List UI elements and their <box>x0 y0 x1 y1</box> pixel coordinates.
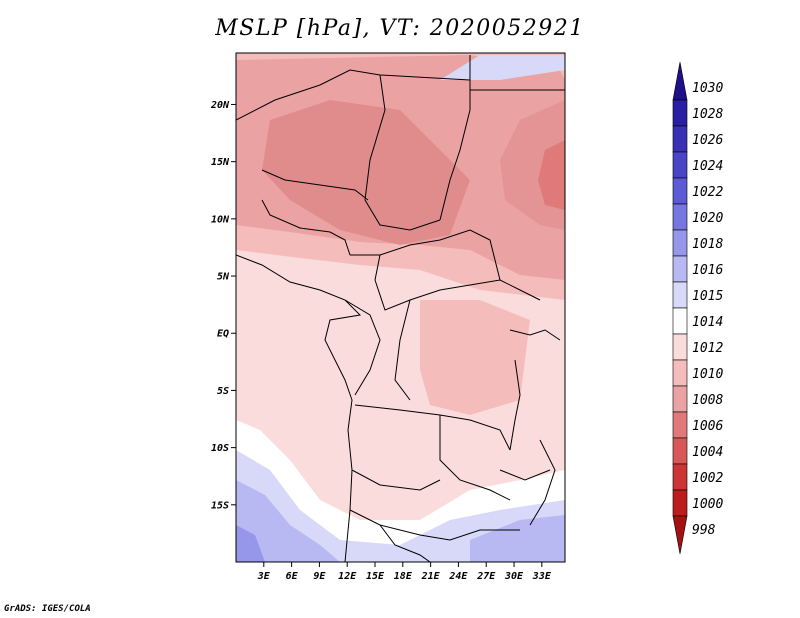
colorbar-label: 1008 <box>692 393 723 408</box>
lon-tick-label: 6E <box>286 571 299 582</box>
colorbar-swatch <box>672 359 688 387</box>
grads-credit: GrADS: IGES/COLA <box>4 604 91 614</box>
colorbar-swatch <box>672 281 688 309</box>
colorbar-swatch <box>672 151 688 179</box>
longitude-axis: 3E 6E 9E 12E 15E 18E 21E 24E 27E 30E 33E <box>257 562 552 582</box>
colorbar-swatch <box>672 255 688 283</box>
latitude-axis: 20N 15N 10N 5N EQ 5S 10S 15S <box>210 100 236 511</box>
colorbar-swatch <box>672 61 688 101</box>
colorbar-label: 1006 <box>692 419 723 434</box>
colorbar-swatch <box>672 463 688 491</box>
lon-tick-label: 9E <box>313 571 326 582</box>
lat-tick-label: 10S <box>211 443 229 454</box>
colorbar-label: 1030 <box>692 81 723 96</box>
map-frame <box>235 52 566 563</box>
colorbar-label: 1018 <box>692 237 723 252</box>
colorbar-swatch <box>672 385 688 413</box>
lon-tick-label: 30E <box>504 571 524 582</box>
lon-tick-label: 33E <box>532 571 552 582</box>
pressure-field <box>236 53 565 562</box>
colorbar-swatch <box>672 411 688 439</box>
lon-tick-label: 12E <box>338 571 357 582</box>
lon-tick-label: 3E <box>257 571 271 582</box>
colorbar-swatch <box>672 99 688 127</box>
colorbar-label: 1026 <box>692 133 723 148</box>
colorbar-swatch <box>672 203 688 231</box>
colorbar-label: 1002 <box>692 471 723 486</box>
colorbar-swatch <box>672 489 688 517</box>
colorbar-swatch <box>672 333 688 361</box>
lon-tick-label: 21E <box>421 571 441 582</box>
colorbar-label: 1012 <box>692 341 723 356</box>
lon-tick-label: 24E <box>448 571 468 582</box>
lat-tick-label: 15S <box>211 500 229 511</box>
colorbar-label: 1020 <box>692 211 723 226</box>
colorbar: 1030 1028 1026 1024 1022 1020 1018 1016 1015 1014… <box>672 61 723 555</box>
lat-tick-label: 15N <box>211 157 230 168</box>
colorbar-label: 1015 <box>692 289 723 304</box>
colorbar-label: 1010 <box>692 367 723 382</box>
colorbar-label: 998 <box>692 523 716 538</box>
colorbar-swatch <box>672 515 688 555</box>
colorbar-swatch <box>672 125 688 153</box>
colorbar-swatch <box>672 307 688 335</box>
country-borders <box>236 55 565 562</box>
lon-tick-label: 18E <box>394 571 413 582</box>
colorbar-label: 1016 <box>692 263 723 278</box>
colorbar-swatch <box>672 229 688 257</box>
lon-tick-label: 15E <box>366 571 385 582</box>
colorbar-label: 1000 <box>692 497 723 512</box>
lat-tick-label: 5N <box>217 272 230 283</box>
colorbar-swatch <box>672 437 688 465</box>
colorbar-label: 1028 <box>692 107 723 122</box>
lon-tick-label: 27E <box>476 571 496 582</box>
colorbar-swatch <box>672 177 688 205</box>
lat-tick-label: 10N <box>211 214 230 225</box>
colorbar-label: 1022 <box>692 185 723 200</box>
map-title: MSLP [hPa], VT: 2020052921 <box>215 16 585 41</box>
colorbar-label: 1014 <box>692 315 723 330</box>
lat-tick-label: 20N <box>210 100 230 111</box>
colorbar-label: 1004 <box>692 445 723 460</box>
lat-tick-label: 5S <box>217 386 229 397</box>
lat-tick-label: EQ <box>217 329 229 340</box>
colorbar-label: 1024 <box>692 159 723 174</box>
